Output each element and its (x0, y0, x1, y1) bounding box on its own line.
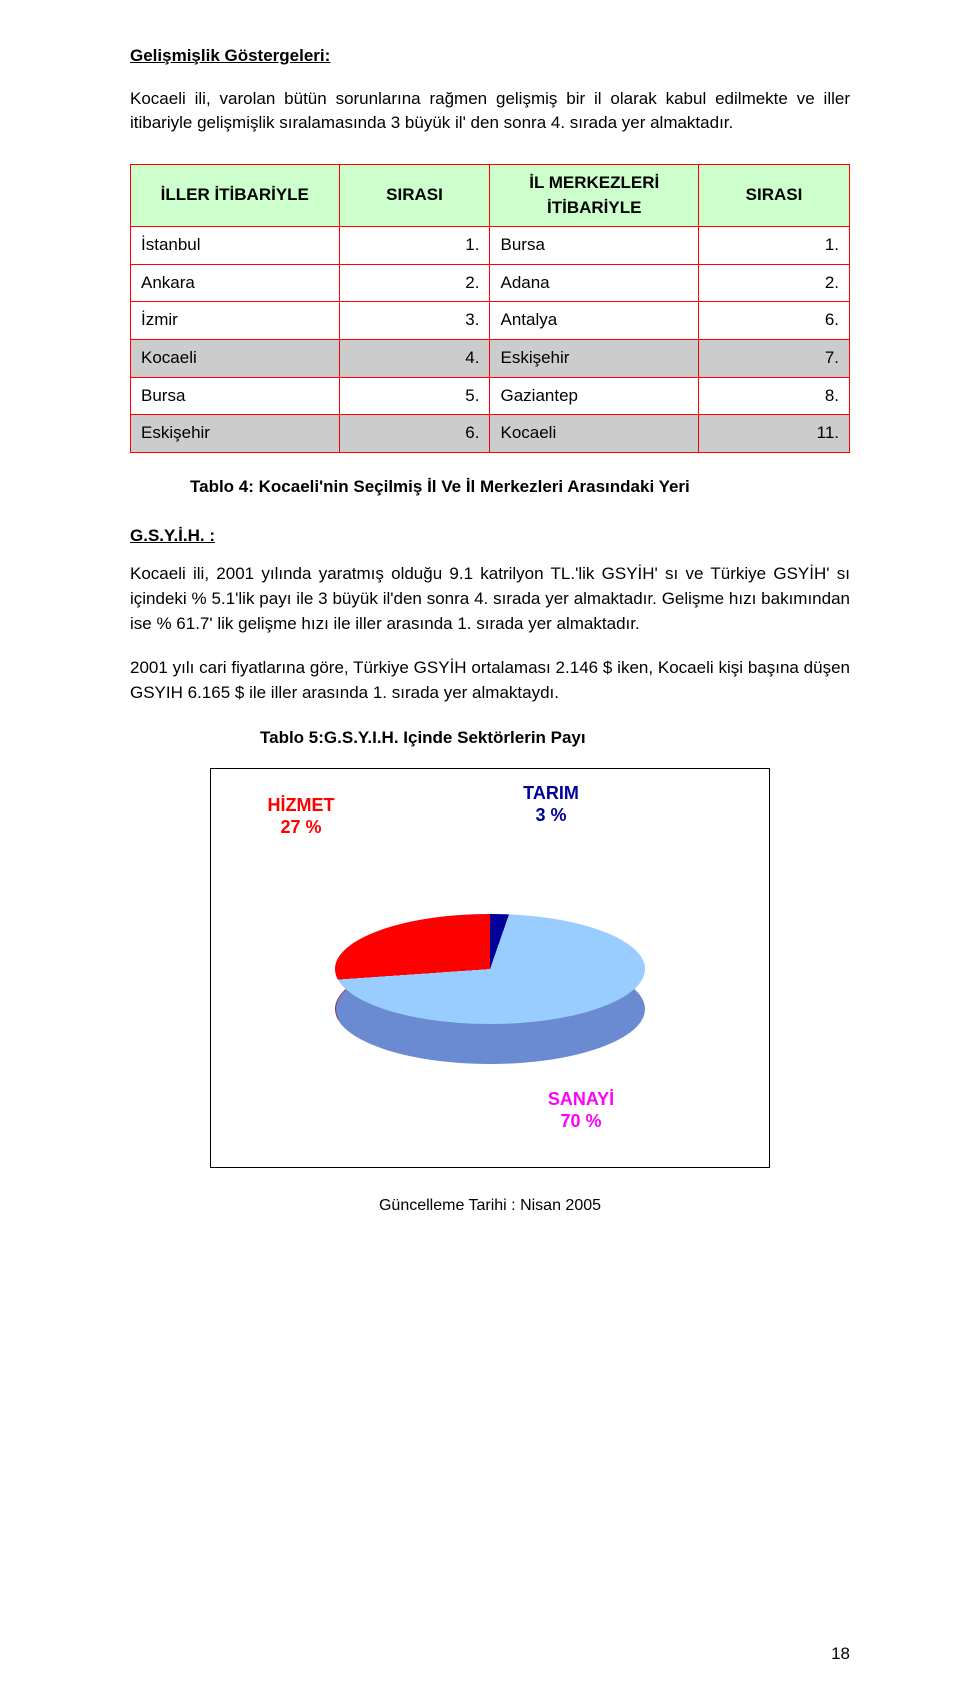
table-cell: 2. (698, 264, 849, 302)
table-cell: 4. (339, 340, 490, 378)
col-header: SIRASI (698, 164, 849, 226)
table-cell: İstanbul (131, 227, 340, 265)
table-cell: 5. (339, 377, 490, 415)
section-heading: Gelişmişlik Göstergeleri: (130, 44, 850, 69)
tablo5-caption: Tablo 5:G.S.Y.I.H. Içinde Sektörlerin Pa… (130, 726, 850, 751)
tablo4-caption: Tablo 4: Kocaeli'nin Seçilmiş İl Ve İl M… (130, 475, 850, 500)
table-cell: Eskişehir (490, 340, 699, 378)
table-cell: 11. (698, 415, 849, 453)
footer-update-date: Güncelleme Tarihi : Nisan 2005 (130, 1194, 850, 1217)
pie-label-tarim: TARIM 3 % (491, 783, 611, 826)
gsyih-heading: G.S.Y.İ.H. : (130, 524, 850, 549)
table-cell: 1. (698, 227, 849, 265)
table-cell: 8. (698, 377, 849, 415)
table-cell: 2. (339, 264, 490, 302)
table-cell: Ankara (131, 264, 340, 302)
table-cell: 6. (698, 302, 849, 340)
col-header: İL MERKEZLERİ İTİBARİYLE (490, 164, 699, 226)
col-header: İLLER İTİBARİYLE (131, 164, 340, 226)
table-cell: 6. (339, 415, 490, 453)
pie-label-hizmet: HİZMET 27 % (241, 795, 361, 838)
pie-chart-gsyih-sektor: HİZMET 27 % TARIM 3 % SANAYİ 70 % (210, 768, 770, 1168)
table-row: Bursa5.Gaziantep8. (131, 377, 850, 415)
gsyih-paragraph-2: 2001 yılı cari fiyatlarına göre, Türkiye… (130, 656, 850, 705)
table-cell: Eskişehir (131, 415, 340, 453)
pie-label-text: TARIM (523, 783, 579, 803)
pie-slice-tarim (335, 914, 645, 1024)
table-cell: Antalya (490, 302, 699, 340)
table-row: Eskişehir6.Kocaeli11. (131, 415, 850, 453)
table-cell: İzmir (131, 302, 340, 340)
gsyih-paragraph-1: Kocaeli ili, 2001 yılında yaratmış olduğ… (130, 562, 850, 636)
tablo4-iller-siralama: İLLER İTİBARİYLE SIRASI İL MERKEZLERİ İT… (130, 164, 850, 453)
table-row: İstanbul1.Bursa1. (131, 227, 850, 265)
page-number: 18 (831, 1642, 850, 1667)
pie-top-face (335, 914, 645, 1024)
table-cell: Kocaeli (490, 415, 699, 453)
table-row: İzmir3.Antalya6. (131, 302, 850, 340)
table-cell: Bursa (131, 377, 340, 415)
intro-paragraph: Kocaeli ili, varolan bütün sorunlarına r… (130, 87, 850, 136)
col-header: SIRASI (339, 164, 490, 226)
table-cell: Gaziantep (490, 377, 699, 415)
pie-label-text: HİZMET (268, 795, 335, 815)
pie-label-pct: 27 % (280, 817, 321, 837)
pie-label-pct: 3 % (535, 805, 566, 825)
table-cell: 1. (339, 227, 490, 265)
pie-3d (335, 869, 645, 1179)
table-row: Ankara2.Adana2. (131, 264, 850, 302)
table-cell: 3. (339, 302, 490, 340)
table-cell: Kocaeli (131, 340, 340, 378)
table-row: Kocaeli4.Eskişehir7. (131, 340, 850, 378)
table-header-row: İLLER İTİBARİYLE SIRASI İL MERKEZLERİ İT… (131, 164, 850, 226)
document-page: Gelişmişlik Göstergeleri: Kocaeli ili, v… (0, 0, 960, 1693)
table-cell: Adana (490, 264, 699, 302)
table-cell: Bursa (490, 227, 699, 265)
table-cell: 7. (698, 340, 849, 378)
